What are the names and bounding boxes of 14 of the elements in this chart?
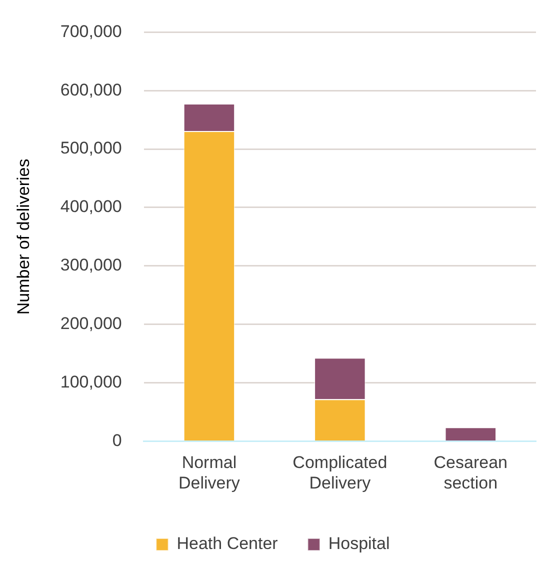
legend-label: Hospital <box>328 534 390 554</box>
y-tick-label: 400,000 <box>60 197 122 216</box>
y-tick-label: 300,000 <box>60 256 122 275</box>
y-tick-label: 700,000 <box>60 22 122 41</box>
y-tick-label: 0 <box>112 430 122 450</box>
y-tick-label: 500,000 <box>60 138 122 158</box>
x-tick-label: Cesarean section <box>434 453 508 492</box>
y-axis-title: Number of deliveries <box>14 158 33 315</box>
x-tick-label: Normal Delivery <box>178 453 240 492</box>
legend-label: Heath Center <box>176 534 278 554</box>
y-tick-label: 600,000 <box>60 80 122 100</box>
y-tick-label: 200,000 <box>60 314 122 334</box>
y-tick-label: 100,000 <box>60 372 122 392</box>
x-tick-label: Complicated Delivery <box>292 453 388 492</box>
